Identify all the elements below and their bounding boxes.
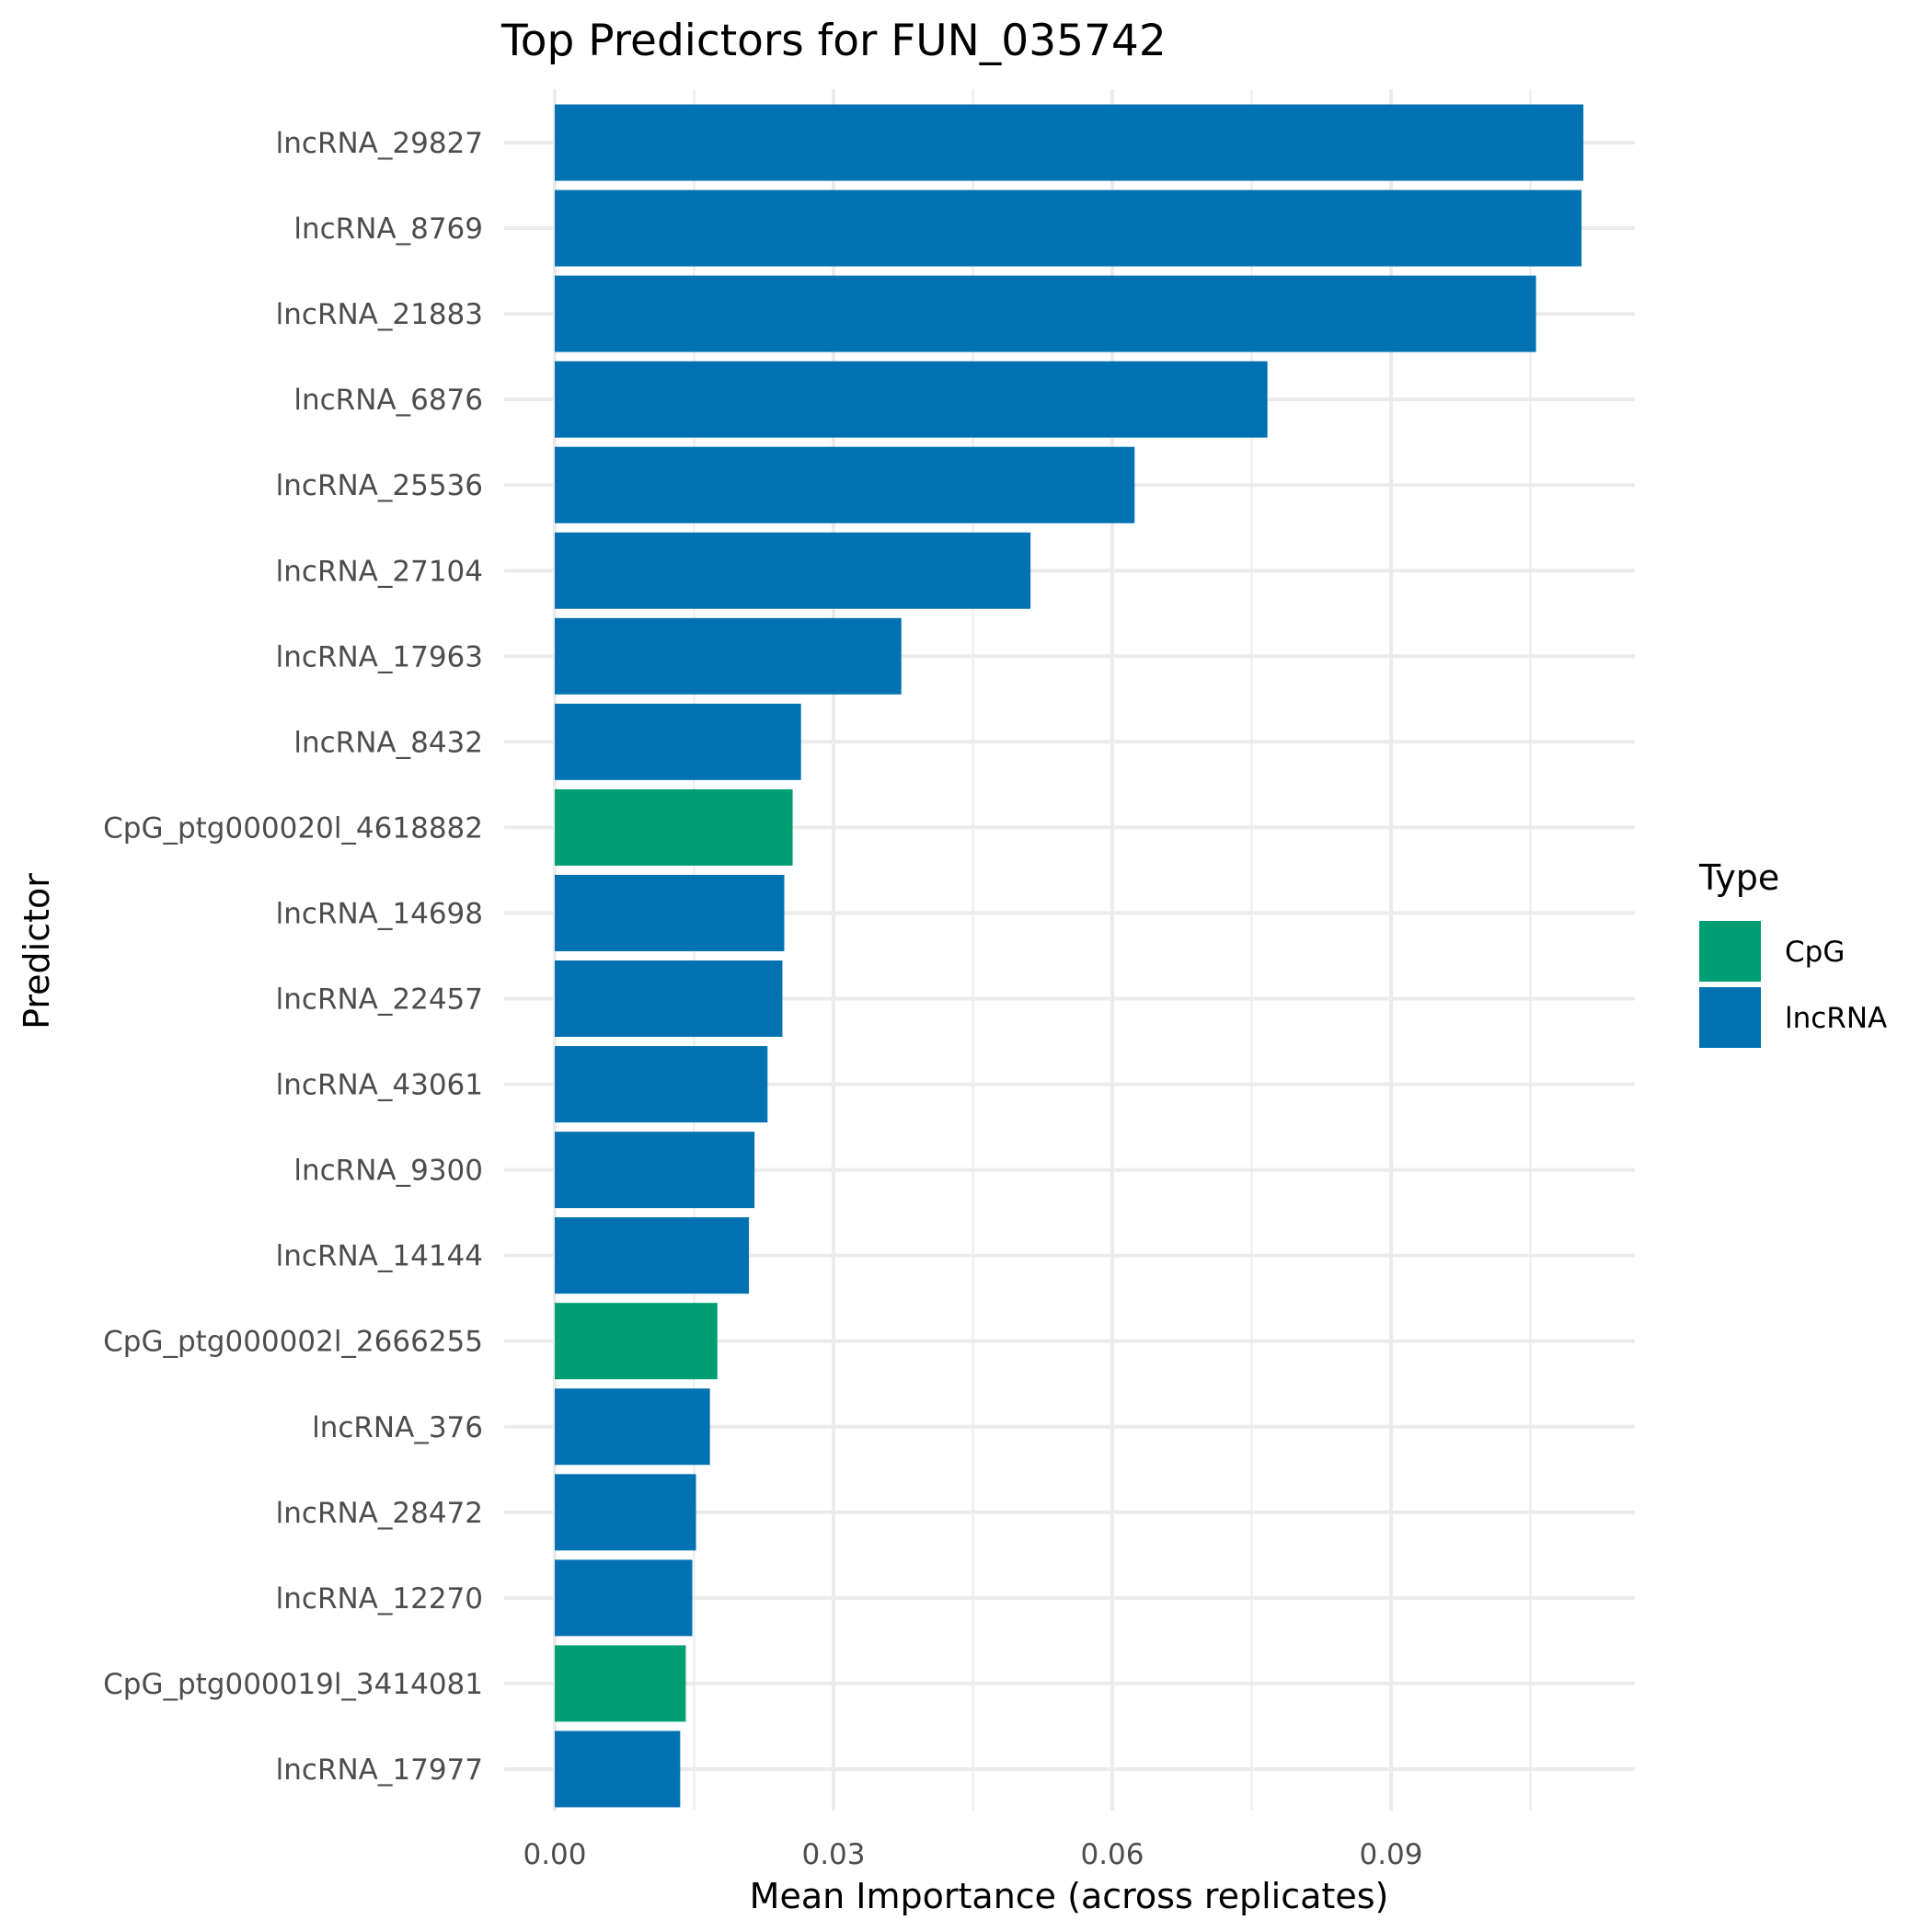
bar xyxy=(555,190,1582,267)
y-tick-label: lncRNA_21883 xyxy=(276,298,483,331)
bar xyxy=(555,1217,750,1294)
y-tick-label: lncRNA_376 xyxy=(312,1411,483,1444)
y-tick-label: lncRNA_8432 xyxy=(293,726,483,759)
y-tick-label: CpG_ptg000019l_3414081 xyxy=(103,1668,483,1701)
y-tick-label: CpG_ptg000002l_2666255 xyxy=(103,1326,483,1359)
y-axis-title: Predictor xyxy=(17,873,57,1029)
bar xyxy=(555,1645,686,1722)
y-tick-label: lncRNA_17977 xyxy=(276,1754,483,1787)
y-tick-label: lncRNA_43061 xyxy=(276,1069,483,1102)
legend-label: lncRNA xyxy=(1785,1002,1887,1035)
bar xyxy=(555,446,1135,523)
bar xyxy=(555,1046,768,1123)
y-tick-label: CpG_ptg000020l_4618882 xyxy=(103,811,483,845)
y-tick-labels: lncRNA_29827 lncRNA_8769 lncRNA_21883 lncRN… xyxy=(103,127,483,1787)
bars xyxy=(555,104,1584,1808)
y-tick-label: lncRNA_22457 xyxy=(276,983,483,1017)
x-tick-label: 0.00 xyxy=(523,1838,586,1871)
y-tick-label: lncRNA_6876 xyxy=(293,384,483,417)
y-tick-label: lncRNA_28472 xyxy=(276,1497,483,1530)
y-tick-label: lncRNA_9300 xyxy=(293,1155,483,1188)
y-tick-label: lncRNA_25536 xyxy=(276,469,483,502)
legend-key xyxy=(1699,921,1761,982)
x-tick-label: 0.03 xyxy=(801,1838,865,1871)
y-tick-label: lncRNA_14698 xyxy=(276,897,483,930)
x-axis-title: Mean Importance (across replicates) xyxy=(750,1876,1389,1916)
bar xyxy=(555,874,785,951)
bar xyxy=(555,617,902,695)
bar xyxy=(555,1731,681,1808)
legend-label: CpG xyxy=(1785,936,1845,969)
bar xyxy=(555,532,1031,609)
bar xyxy=(555,960,783,1037)
y-tick-label: lncRNA_29827 xyxy=(276,127,483,160)
bar xyxy=(555,1132,755,1209)
y-tick-label: lncRNA_8769 xyxy=(293,213,483,246)
chart-title: Top Predictors for FUN_035742 xyxy=(500,16,1167,66)
x-tick-labels: 0.00 0.03 0.06 0.09 xyxy=(523,1838,1422,1871)
x-tick-label: 0.06 xyxy=(1080,1838,1144,1871)
bar xyxy=(555,703,801,780)
y-tick-label: lncRNA_14144 xyxy=(276,1240,483,1273)
y-tick-label: lncRNA_17963 xyxy=(276,640,483,673)
bar xyxy=(555,1303,718,1380)
bar xyxy=(555,104,1584,181)
bar xyxy=(555,1474,696,1551)
legend-key xyxy=(1699,987,1761,1048)
y-tick-label: lncRNA_12270 xyxy=(276,1582,483,1616)
y-tick-label: lncRNA_27104 xyxy=(276,555,483,588)
legend: Type CpG lncRNA xyxy=(1698,857,1887,1048)
bar xyxy=(555,1559,693,1637)
bar xyxy=(555,275,1536,352)
bar xyxy=(555,361,1268,438)
legend-title: Type xyxy=(1698,857,1779,898)
bar xyxy=(555,1388,710,1466)
bar xyxy=(555,788,793,866)
x-tick-label: 0.09 xyxy=(1359,1838,1422,1871)
